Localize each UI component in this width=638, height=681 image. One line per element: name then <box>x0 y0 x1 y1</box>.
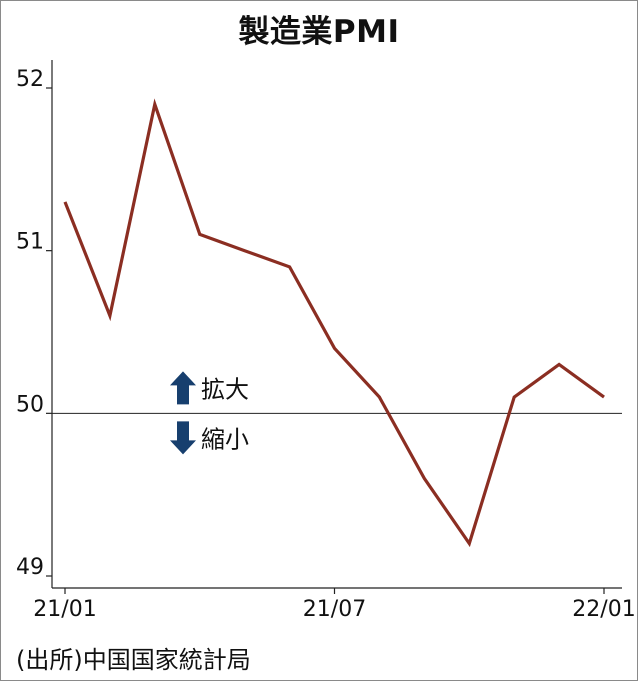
expansion-label: 拡大 <box>201 375 249 403</box>
chart-axes: 49 50 51 52 21/01 21/07 22/01 <box>16 60 636 622</box>
up-arrow-icon <box>170 371 196 405</box>
series-line <box>63 98 605 548</box>
x-tick-label: 21/01 <box>33 597 96 622</box>
source-note: (出所)中国国家統計局 <box>16 646 251 674</box>
contraction-label: 縮小 <box>201 425 249 453</box>
y-tick-label: 50 <box>16 392 44 417</box>
down-arrow-icon <box>170 421 196 455</box>
series-group <box>63 98 605 548</box>
x-tick-label: 21/07 <box>303 597 366 622</box>
chart-title: 製造業PMI <box>238 14 400 50</box>
x-tick-label: 22/01 <box>572 597 635 622</box>
y-tick-label: 51 <box>16 230 44 255</box>
y-tick-label: 52 <box>16 67 44 92</box>
y-tick-label: 49 <box>16 555 44 580</box>
